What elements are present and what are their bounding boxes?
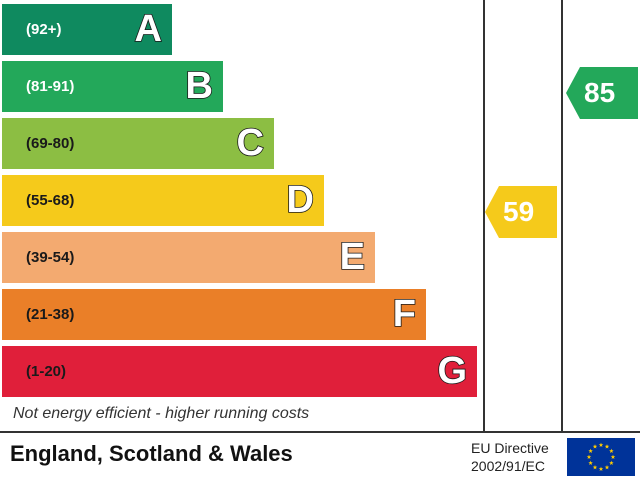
band-e: (39-54) E <box>2 232 375 283</box>
eu-star-icon <box>604 464 610 470</box>
band-letter: E <box>339 235 366 279</box>
eu-star-icon <box>588 460 593 465</box>
band-letter: F <box>392 292 417 336</box>
band-letter: C <box>236 121 265 165</box>
eu-flag-icon <box>567 438 635 476</box>
footer-divider <box>0 431 640 433</box>
column-divider-potential <box>561 0 563 432</box>
eu-star-icon <box>609 448 614 453</box>
band-letter: A <box>134 7 163 51</box>
eu-star-icon <box>609 460 614 465</box>
eu-star-icon <box>610 454 616 459</box>
eu-star-icon <box>588 448 593 453</box>
eu-directive-line2: 2002/91/EC <box>471 458 545 474</box>
eu-star-icon <box>598 466 604 471</box>
eu-star-icon <box>592 464 598 470</box>
band-letter: D <box>286 178 315 222</box>
inefficient-caption: Not energy efficient - higher running co… <box>13 405 310 422</box>
band-c: (69-80) C <box>2 118 274 169</box>
eu-directive-line1: EU Directive <box>471 440 549 456</box>
band-b: (81-91) B <box>2 61 223 112</box>
column-divider-current <box>483 0 485 432</box>
band-g: (1-20) G <box>2 346 477 397</box>
band-range-label: (92+) <box>26 21 62 38</box>
band-range-label: (39-54) <box>26 249 75 266</box>
band-a: (92+) A <box>2 4 172 55</box>
current-rating-shape <box>485 186 557 238</box>
band-f: (21-38) F <box>2 289 426 340</box>
band-d: (55-68) D <box>2 175 324 226</box>
region-title: England, Scotland & Wales <box>10 441 293 466</box>
eu-star-icon <box>598 442 604 447</box>
eu-star-icon <box>604 444 610 449</box>
current-rating-value: 59 <box>503 196 535 227</box>
potential-rating-value: 85 <box>584 77 616 108</box>
band-range-label: (55-68) <box>26 192 75 209</box>
eu-directive-text: EU Directive 2002/91/EC <box>471 439 549 475</box>
band-range-label: (81-91) <box>26 78 75 95</box>
band-range-label: (1-20) <box>26 363 67 380</box>
band-letter: G <box>437 349 468 393</box>
band-range-label: (69-80) <box>26 135 75 152</box>
potential-rating-shape <box>566 67 638 119</box>
band-range-label: (21-38) <box>26 306 75 323</box>
band-letter: B <box>185 64 214 108</box>
eu-star-icon <box>592 444 598 449</box>
eu-star-icon <box>586 454 592 459</box>
